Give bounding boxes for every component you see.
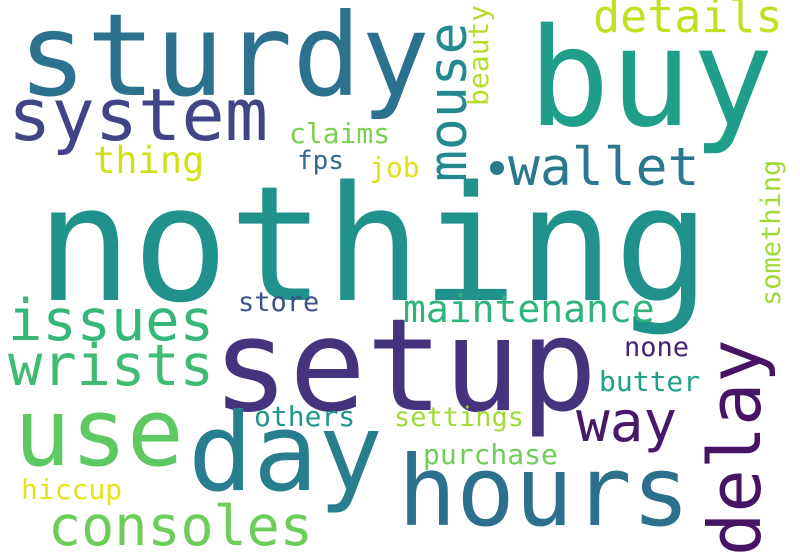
word: wallet: [508, 137, 699, 198]
word: wrists: [8, 333, 214, 399]
word: beauty: [462, 5, 495, 106]
word: maintenance: [403, 287, 655, 331]
word: job: [369, 151, 420, 184]
word: mouse: [418, 22, 479, 182]
word: setup: [212, 292, 597, 441]
word: claims: [289, 117, 390, 150]
word: store: [238, 287, 319, 318]
word: purchase: [423, 438, 558, 471]
word: hiccup: [21, 473, 122, 506]
word: fps: [297, 146, 344, 176]
word: delay: [693, 339, 777, 556]
dot: [490, 161, 504, 175]
word: thing: [93, 139, 204, 182]
word: hours: [398, 435, 690, 548]
word: something: [756, 160, 787, 306]
word: sturdy: [18, 0, 430, 122]
word: others: [254, 400, 355, 433]
word: consoles: [48, 494, 313, 558]
word: details: [593, 0, 783, 43]
word: way: [576, 390, 677, 455]
word: butter: [599, 365, 700, 398]
word: issues: [8, 288, 214, 354]
word: none: [624, 332, 689, 363]
word: settings: [394, 402, 524, 433]
word: use: [14, 379, 184, 488]
word: day: [188, 391, 383, 516]
word: system: [8, 73, 268, 157]
word: buy: [528, 0, 774, 158]
word: nothing: [36, 151, 710, 338]
